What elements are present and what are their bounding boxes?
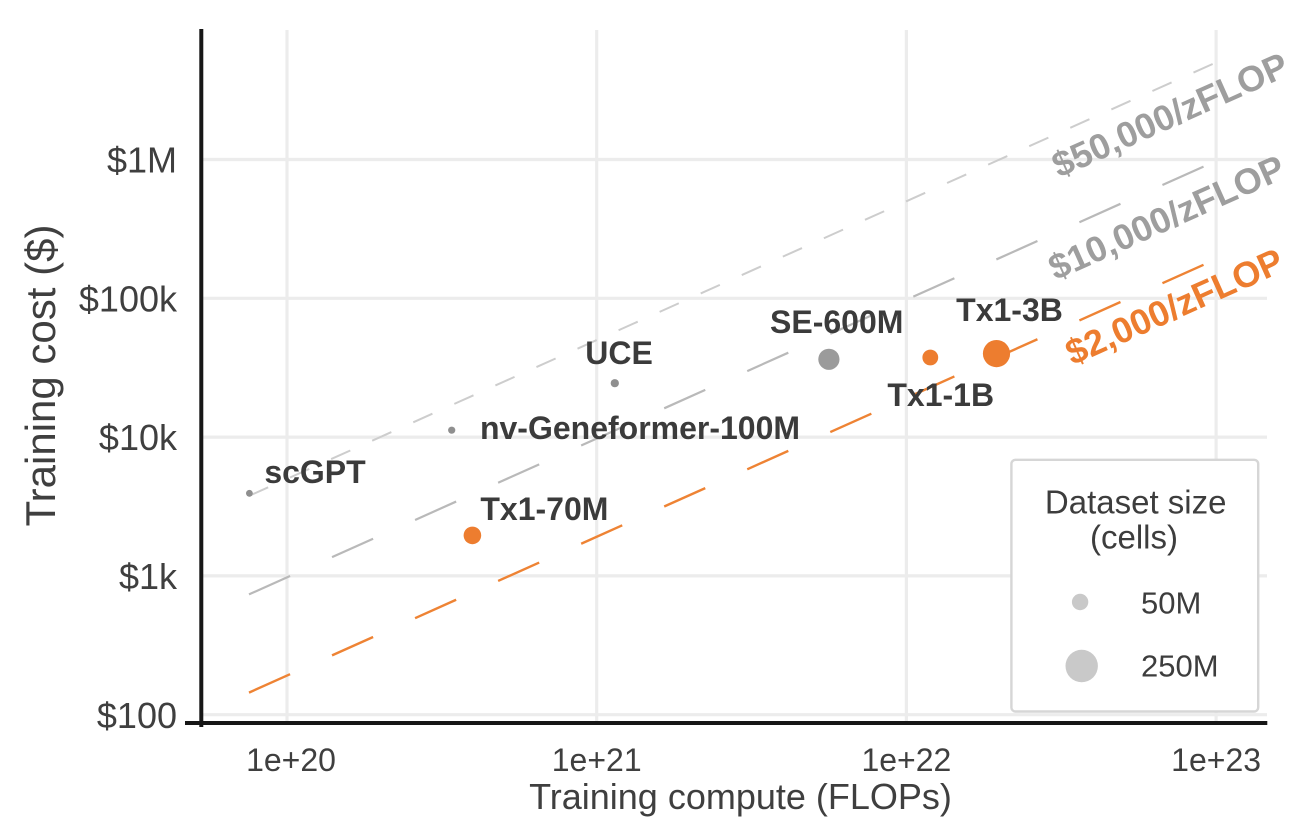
svg-text:nv-Geneformer-100M: nv-Geneformer-100M [480, 410, 800, 446]
svg-text:1e+21: 1e+21 [552, 742, 642, 778]
svg-text:Training cost ($): Training cost ($) [17, 225, 64, 527]
svg-text:Tx1-70M: Tx1-70M [480, 491, 608, 527]
svg-text:Dataset size: Dataset size [1045, 484, 1227, 521]
svg-text:1e+22: 1e+22 [861, 742, 951, 778]
svg-text:$100k: $100k [79, 278, 178, 319]
svg-text:scGPT: scGPT [264, 454, 366, 490]
svg-text:Training compute (FLOPs): Training compute (FLOPs) [529, 776, 952, 817]
svg-text:UCE: UCE [585, 335, 653, 371]
svg-text:$100: $100 [97, 695, 177, 736]
svg-text:$1k: $1k [119, 556, 178, 597]
svg-text:SE-600M: SE-600M [770, 304, 903, 340]
svg-text:1e+23: 1e+23 [1171, 742, 1261, 778]
svg-text:Tx1-3B: Tx1-3B [956, 292, 1063, 328]
svg-text:(cells): (cells) [1090, 519, 1178, 556]
svg-text:250M: 250M [1141, 648, 1219, 683]
svg-text:1e+20: 1e+20 [246, 742, 336, 778]
svg-text:50M: 50M [1141, 585, 1201, 620]
svg-text:Tx1-1B: Tx1-1B [887, 377, 994, 413]
svg-text:$10k: $10k [99, 417, 178, 458]
svg-text:$1M: $1M [107, 140, 177, 181]
